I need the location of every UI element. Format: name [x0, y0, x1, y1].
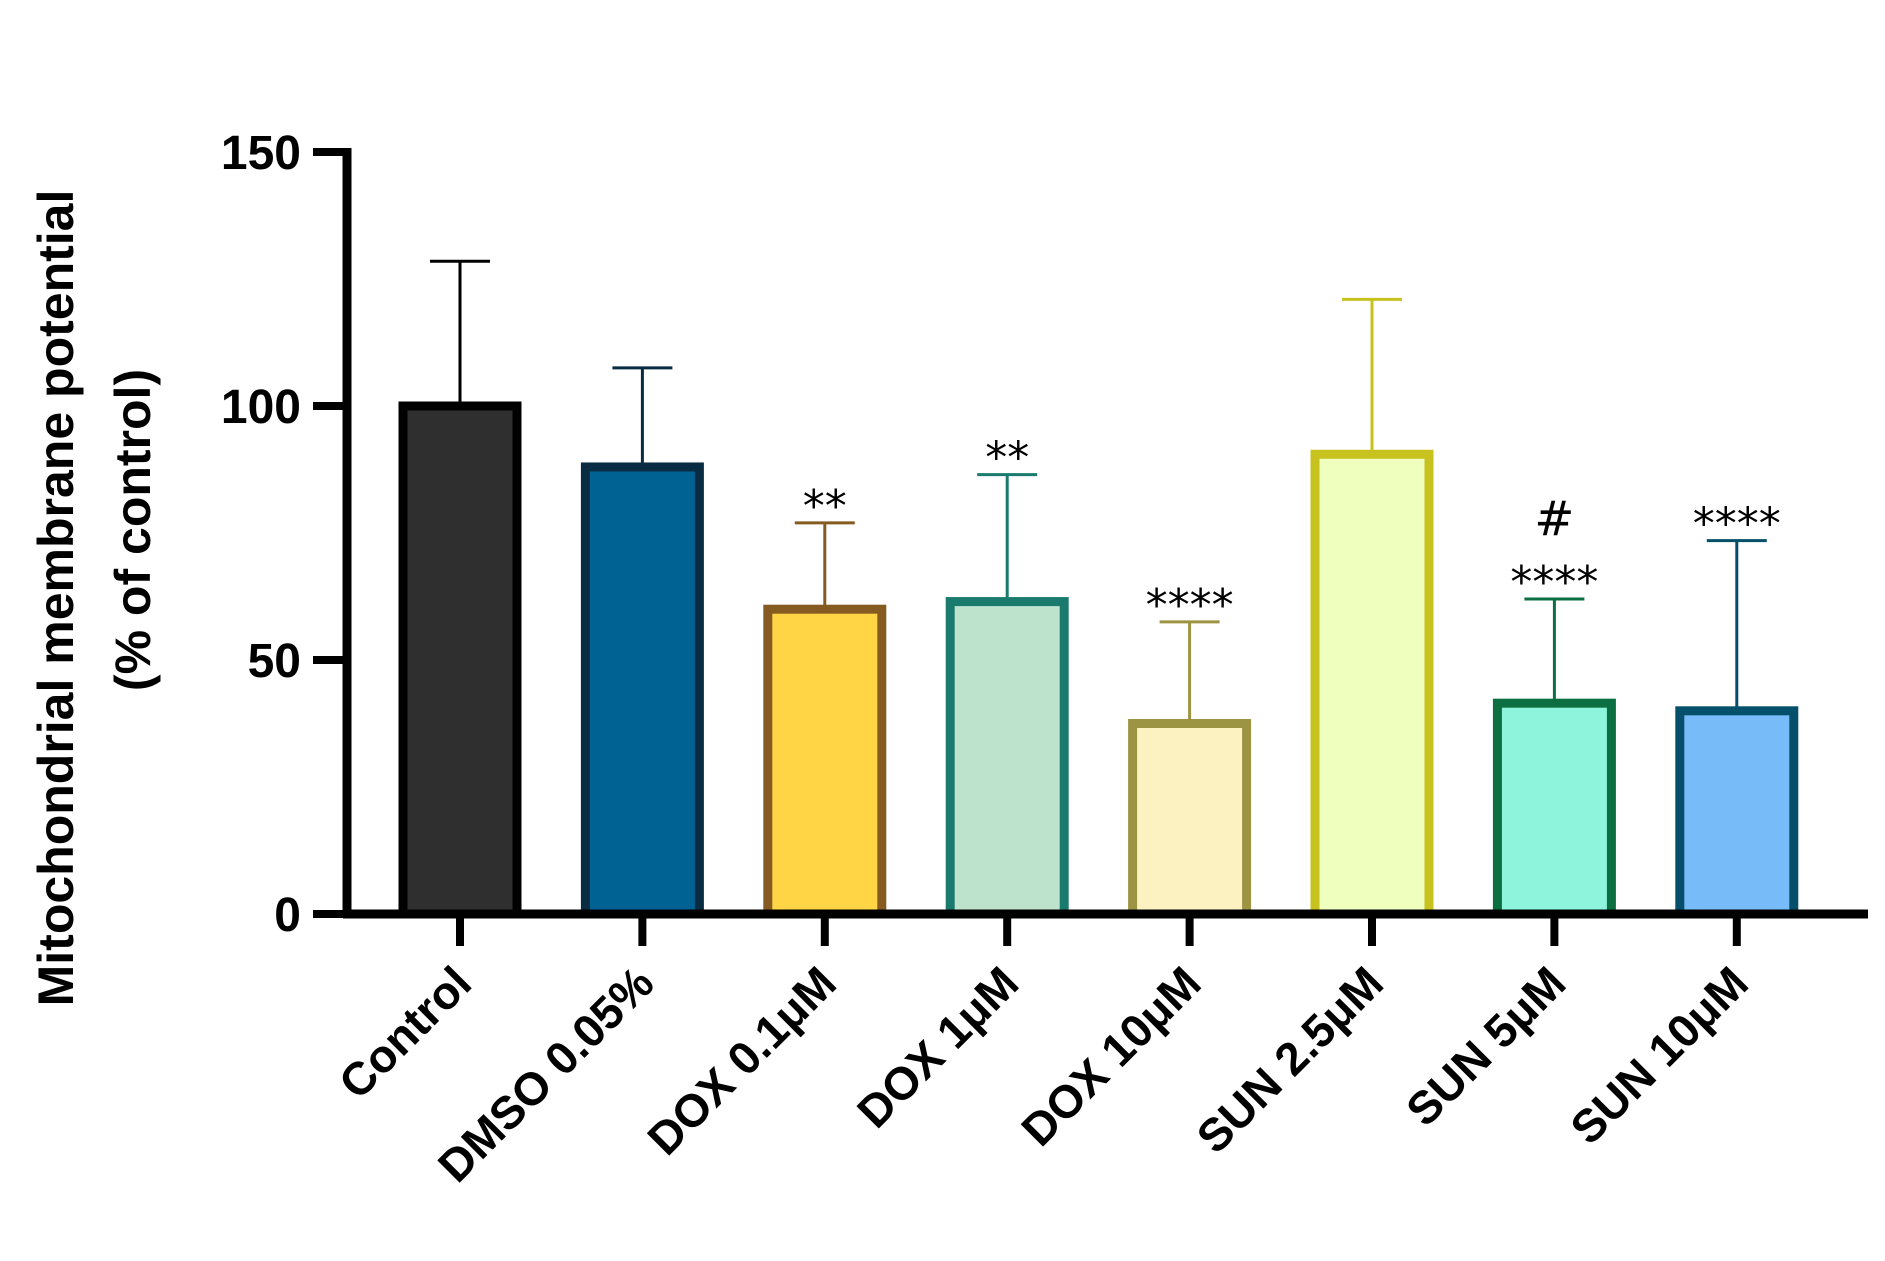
y-tick-label-100: 100: [221, 381, 301, 434]
annotation-sun-5-m-0: #: [1534, 491, 1574, 547]
y-axis-label-line1: Mitochondrial membrane potential: [28, 190, 84, 1007]
x-tick-label-dox-10-m: DOX 10μM: [1011, 956, 1210, 1155]
bar-control: [398, 401, 522, 919]
bar-sun-5-m: [1492, 698, 1616, 919]
axes-layer: [313, 148, 1868, 946]
error-bars-layer: [430, 259, 1767, 724]
annotation-sun-5-m-1: ****: [1510, 557, 1598, 608]
annotation-dox-0-1-m-0: **: [803, 481, 847, 532]
y-axis-label-line2: (% of control): [105, 369, 161, 691]
bar-dox-0-1-m: [763, 604, 887, 919]
bars-layer: [398, 401, 1799, 919]
bar-dmso-0-05: [580, 462, 704, 919]
x-tick-label-sun-5-m: SUN 5μM: [1396, 956, 1576, 1136]
significance-annotations: ********#********: [803, 433, 1781, 631]
bar-sun-10-m: [1675, 706, 1799, 919]
y-tick-label-0: 0: [274, 889, 301, 942]
y-tick-label-150: 150: [221, 127, 301, 180]
x-tick-label-control: Control: [329, 956, 481, 1108]
x-tick-label-dox-0-1-m: DOX 0.1μM: [637, 956, 846, 1165]
x-tick-label-sun-2-5-m: SUN 2.5μM: [1186, 956, 1393, 1163]
bar-dox-10-m: [1128, 719, 1252, 919]
annotation-sun-10-m-0: ****: [1693, 499, 1781, 550]
bar-dox-1-m: [945, 597, 1069, 919]
y-tick-label-50: 50: [248, 635, 301, 688]
y-axis-label: Mitochondrial membrane potential (% of c…: [28, 190, 161, 1007]
x-tick-label-sun-10-m: SUN 10μM: [1560, 956, 1758, 1154]
bar-sun-2-5-m: [1310, 449, 1434, 919]
annotation-dox-1-m-0: **: [985, 433, 1029, 484]
x-tick-label-dox-1-m: DOX 1μM: [847, 956, 1028, 1137]
annotation-dox-10-m-0: ****: [1146, 580, 1234, 631]
